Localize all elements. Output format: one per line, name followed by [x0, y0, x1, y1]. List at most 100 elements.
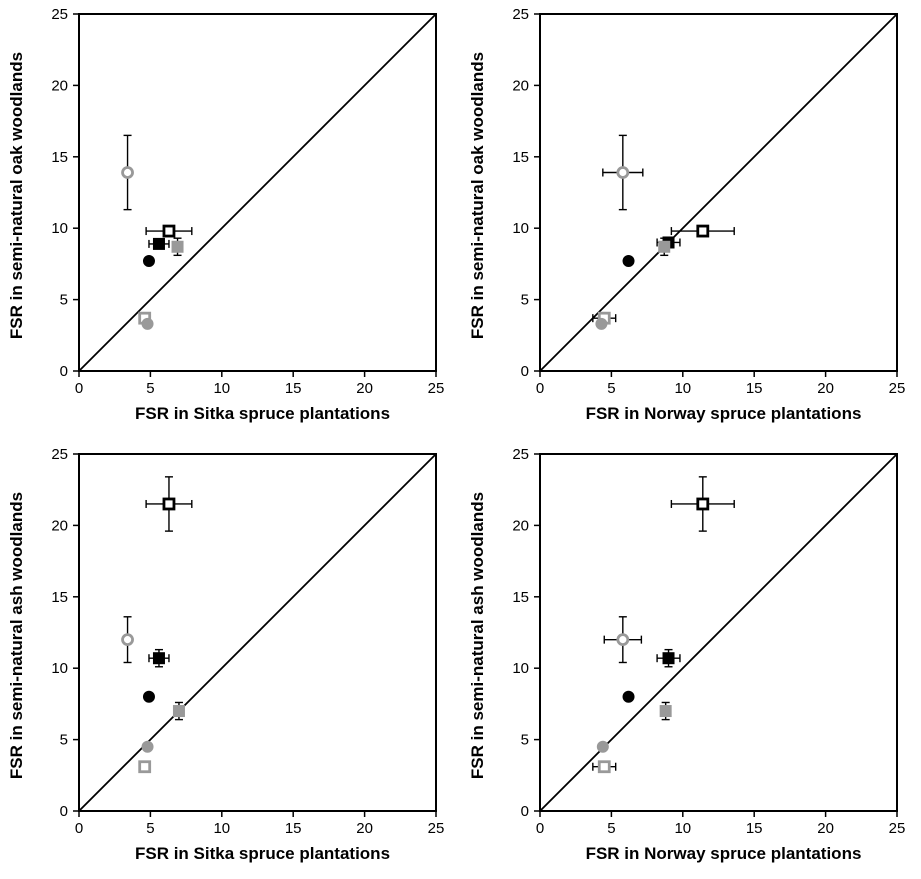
x-tick-label: 15	[285, 380, 302, 397]
data-point-group	[145, 476, 193, 532]
data-point-square	[659, 705, 672, 718]
y-tick-label: 10	[51, 660, 68, 677]
y-tick-label: 20	[51, 77, 68, 94]
plot-frame	[78, 453, 437, 812]
data-point-circle	[121, 166, 134, 179]
y-tick-label: 5	[521, 732, 529, 749]
data-point-square	[171, 240, 184, 253]
panel-ash-vs-norway: 0 5 10 15 20 25 0 5 10 15 20 25 FSR in Norway spruce…	[468, 446, 906, 863]
data-point-circle	[622, 690, 635, 703]
data-point-group	[142, 690, 155, 703]
x-tick-label: 15	[285, 820, 302, 837]
data-point-group	[121, 134, 134, 211]
x-tick-label: 10	[674, 820, 691, 837]
data-point-group	[658, 237, 671, 257]
y-tick-label: 15	[51, 149, 68, 166]
y-tick-label: 25	[51, 446, 68, 463]
y-tick-label: 10	[51, 220, 68, 237]
y-tick-label: 20	[512, 517, 529, 534]
data-point-group	[622, 690, 635, 703]
panel-oak-vs-norway: 0 5 10 15 20 25 0 5 10 15 20 25 FSR in Norway spruce…	[468, 6, 906, 423]
data-point-square	[658, 240, 671, 253]
data-point-circle	[596, 740, 609, 753]
x-tick-label: 25	[889, 380, 906, 397]
data-point-group	[595, 317, 608, 330]
plot-frame	[539, 453, 898, 812]
data-point-circle	[141, 740, 154, 753]
y-axis-title: FSR in semi-natural oak woodlands	[7, 52, 26, 339]
data-point-group	[171, 237, 184, 257]
panel-ash-vs-sitka: 0 5 10 15 20 25 0 5 10 15 20 25 FSR in Sitka spruce …	[7, 446, 445, 863]
data-point-group	[670, 476, 735, 532]
y-tick-label: 25	[512, 446, 529, 463]
data-point-group	[121, 616, 134, 664]
x-tick-label: 25	[428, 820, 445, 837]
x-tick-label: 20	[817, 380, 834, 397]
x-tick-label: 15	[746, 380, 763, 397]
data-point-square	[172, 705, 185, 718]
data-point-group	[148, 648, 170, 668]
y-tick-label: 15	[51, 589, 68, 606]
data-point-circle	[622, 255, 635, 268]
x-tick-label: 10	[213, 820, 230, 837]
x-tick-label: 5	[607, 820, 615, 837]
y-tick-label: 10	[512, 220, 529, 237]
data-point-circle	[595, 317, 608, 330]
data-point-group	[603, 616, 643, 664]
data-point-circle	[121, 633, 134, 647]
x-tick-label: 25	[428, 380, 445, 397]
y-axis-title: FSR in semi-natural oak woodlands	[468, 52, 487, 339]
y-tick-label: 5	[60, 732, 68, 749]
data-point-circle	[616, 633, 630, 647]
x-tick-label: 25	[889, 820, 906, 837]
x-tick-label: 20	[817, 820, 834, 837]
data-point-group	[592, 760, 617, 774]
x-tick-label: 0	[536, 380, 544, 397]
data-point-square	[662, 652, 675, 665]
data-point-group	[138, 760, 152, 774]
data-point-square	[138, 760, 152, 774]
y-tick-label: 25	[512, 6, 529, 23]
y-tick-label: 5	[521, 292, 529, 309]
data-point-group	[596, 740, 609, 753]
x-axis-title: FSR in Norway spruce plantations	[586, 844, 862, 863]
data-point-circle	[616, 166, 630, 179]
data-point-square	[696, 497, 710, 511]
data-point-group	[142, 255, 155, 268]
data-point-circle	[142, 690, 155, 703]
x-tick-label: 10	[674, 380, 691, 397]
data-point-group	[670, 224, 735, 238]
y-tick-label: 15	[512, 589, 529, 606]
y-tick-label: 0	[521, 803, 529, 820]
x-axis-title: FSR in Sitka spruce plantations	[135, 844, 390, 863]
data-point-circle	[142, 255, 155, 268]
reference-line-1-to-1	[539, 13, 898, 372]
y-tick-label: 0	[60, 803, 68, 820]
y-axis-title: FSR in semi-natural ash woodlands	[7, 492, 26, 779]
y-tick-label: 0	[521, 363, 529, 380]
y-tick-label: 5	[60, 292, 68, 309]
data-point-group	[656, 648, 681, 668]
y-tick-label: 25	[51, 6, 68, 23]
y-tick-label: 20	[51, 517, 68, 534]
plot-frame	[78, 13, 437, 372]
data-point-square	[162, 224, 176, 238]
data-point-group	[145, 224, 193, 238]
x-tick-label: 0	[75, 380, 83, 397]
data-point-group	[172, 701, 185, 721]
y-tick-label: 15	[512, 149, 529, 166]
data-point-square	[597, 760, 611, 774]
x-tick-label: 10	[213, 380, 230, 397]
x-tick-label: 20	[356, 380, 373, 397]
x-tick-label: 5	[607, 380, 615, 397]
data-point-group	[148, 237, 170, 250]
x-tick-label: 20	[356, 820, 373, 837]
data-point-group	[622, 255, 635, 268]
data-point-square	[696, 224, 710, 238]
y-tick-label: 0	[60, 363, 68, 380]
x-tick-label: 15	[746, 820, 763, 837]
y-tick-label: 10	[512, 660, 529, 677]
x-tick-label: 5	[146, 820, 154, 837]
x-tick-label: 0	[536, 820, 544, 837]
